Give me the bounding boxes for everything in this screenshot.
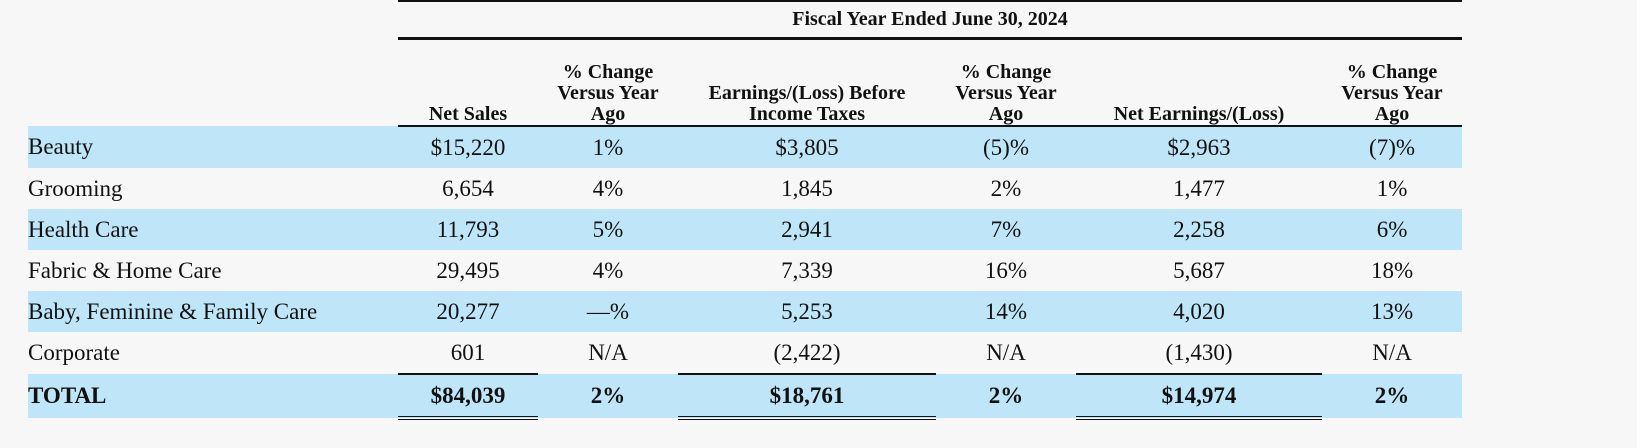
table-row: Corporate 601 N/A (2,422) N/A (1,430) N/… [28, 332, 1528, 375]
ebit-change-cell: 16% [984, 257, 1028, 283]
col-header-net-earnings: Net Earnings/(Loss) [1076, 38, 1322, 127]
row-label: Beauty [28, 126, 398, 168]
fiscal-header-row: Fiscal Year Ended June 30, 2024 [28, 0, 1528, 40]
net-earnings-cell: 1,477 [1173, 175, 1225, 201]
fiscal-year-header: Fiscal Year Ended June 30, 2024 [398, 0, 1463, 40]
ebit-cell: 1,845 [781, 175, 833, 201]
ne-change-cell: N/A [1372, 340, 1412, 365]
total-label: TOTAL [28, 374, 398, 418]
sales-change-cell: 4% [592, 175, 624, 201]
net-earnings-cell: 4,020 [1076, 291, 1322, 332]
ebit-cell: (2,422) [678, 332, 936, 375]
net-sales-cell: $15,220 [398, 126, 538, 168]
ebit-cell: 2,941 [678, 209, 936, 250]
total-row: TOTAL $84,039 2% $18,761 2% $14,974 2% [28, 374, 1528, 420]
col-header-sales-change: % Change Versus Year Ago [538, 38, 678, 127]
ebit-change-cell: 14% [936, 291, 1076, 332]
table-row: Fabric & Home Care 29,495 4% 7,339 16% 5… [28, 250, 1528, 291]
total-ebit-change: 2% [936, 374, 1076, 418]
column-header-row: Net Sales % Change Versus Year Ago Earning… [28, 38, 1528, 127]
col-header-net-sales: Net Sales [398, 38, 538, 127]
row-label: Corporate [28, 340, 120, 365]
row-label: Health Care [28, 209, 398, 250]
ebit-cell: 5,253 [678, 291, 936, 332]
row-label: Baby, Feminine & Family Care [28, 291, 398, 332]
total-net-earnings: $14,974 [1076, 374, 1322, 420]
net-sales-cell: 29,495 [436, 257, 500, 283]
row-label: Grooming [28, 175, 123, 201]
ebit-change-cell: (5)% [936, 126, 1076, 168]
ne-change-cell: 18% [1370, 257, 1414, 283]
sales-change-cell: 4% [592, 257, 624, 283]
total-ebit: $18,761 [678, 374, 936, 420]
net-sales-cell: 11,793 [398, 209, 538, 250]
ebit-change-cell: N/A [986, 340, 1026, 365]
ebit-change-cell: 7% [936, 209, 1076, 250]
sales-change-cell: 1% [538, 126, 678, 168]
segment-results-table: Fiscal Year Ended June 30, 2024 Net Sale… [28, 0, 1528, 420]
total-net-sales: $84,039 [398, 374, 538, 420]
ebit-cell: $3,805 [678, 126, 936, 168]
col-header-ebit-change: % Change Versus Year Ago [936, 38, 1076, 127]
total-sales-change: 2% [538, 374, 678, 418]
sales-change-cell: N/A [588, 340, 628, 365]
ne-change-cell: 13% [1322, 291, 1463, 332]
col-header-ne-change: % Change Versus Year Ago [1322, 38, 1463, 127]
net-sales-cell: 601 [398, 332, 538, 375]
net-sales-cell: 6,654 [442, 175, 494, 201]
ebit-cell: 7,339 [781, 257, 833, 283]
table-row: Grooming 6,654 4% 1,845 2% 1,477 1% [28, 168, 1528, 209]
net-earnings-cell: 5,687 [1173, 257, 1225, 283]
net-earnings-cell: $2,963 [1076, 126, 1322, 168]
row-label: Fabric & Home Care [28, 257, 222, 283]
ne-change-cell: (7)% [1322, 126, 1463, 168]
sales-change-cell: 5% [538, 209, 678, 250]
net-earnings-cell: (1,430) [1076, 332, 1322, 375]
table-row: Baby, Feminine & Family Care 20,277 —% 5… [28, 291, 1528, 332]
ne-change-cell: 6% [1322, 209, 1463, 250]
net-earnings-cell: 2,258 [1076, 209, 1322, 250]
ebit-change-cell: 2% [990, 175, 1022, 201]
table-row: Beauty $15,220 1% $3,805 (5)% $2,963 (7)… [28, 126, 1528, 168]
table-row: Health Care 11,793 5% 2,941 7% 2,258 6% [28, 209, 1528, 250]
ne-change-cell: 1% [1376, 175, 1408, 201]
sales-change-cell: —% [538, 291, 678, 332]
net-sales-cell: 20,277 [398, 291, 538, 332]
col-header-ebit: Earnings/(Loss) Before Income Taxes [678, 38, 936, 127]
total-ne-change: 2% [1322, 374, 1463, 418]
